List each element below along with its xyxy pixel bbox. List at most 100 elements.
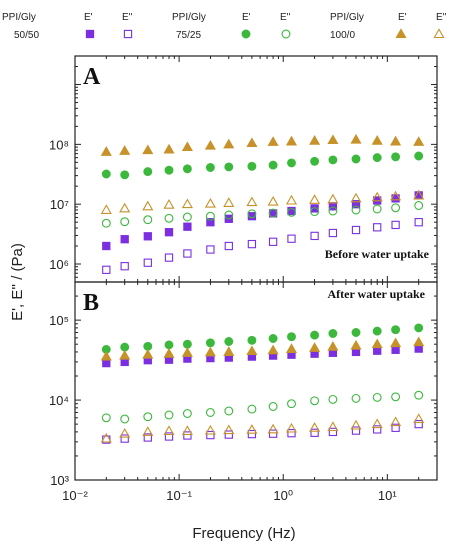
data-point xyxy=(204,139,216,150)
legend-col-eprime: E' xyxy=(242,12,251,23)
data-point xyxy=(371,134,383,145)
data-point xyxy=(164,410,174,420)
data-point xyxy=(143,433,152,442)
data-point xyxy=(268,208,278,218)
panel-a: 10⁶ 10⁷ 10⁸ A Before water uptake xyxy=(49,55,438,283)
data-point xyxy=(163,425,175,436)
data-point xyxy=(285,343,298,354)
data-point xyxy=(120,170,130,180)
data-point xyxy=(310,396,320,406)
series-75-25-edoubleprime xyxy=(101,390,424,424)
data-point xyxy=(327,134,339,145)
data-point xyxy=(205,211,215,221)
legend-marker-open-triangle xyxy=(433,28,445,39)
panel-letter: A xyxy=(83,64,101,90)
data-point xyxy=(164,213,174,223)
series-100-0-edoubleprime xyxy=(100,189,425,214)
data-point xyxy=(287,429,296,438)
data-point xyxy=(142,426,154,436)
data-point xyxy=(163,143,175,154)
x-axis-label: Frequency (Hz) xyxy=(192,525,295,542)
data-point xyxy=(142,144,154,155)
data-point xyxy=(247,429,257,439)
data-point xyxy=(246,196,258,207)
data-point xyxy=(310,428,319,437)
data-point xyxy=(371,191,383,202)
series-100-0-eprime xyxy=(100,336,425,361)
legend-col-edoubleprime: E'' xyxy=(280,12,291,23)
data-point xyxy=(287,207,296,217)
series-50-50-edoubleprime xyxy=(102,218,423,274)
data-point xyxy=(391,152,401,162)
data-point xyxy=(328,202,338,211)
data-point xyxy=(287,332,296,342)
legend-header: PPI/Gly xyxy=(172,12,206,23)
data-point xyxy=(310,231,319,241)
legend-label: 100/0 xyxy=(330,30,355,41)
data-point xyxy=(371,418,383,429)
data-point xyxy=(268,237,278,246)
data-point xyxy=(372,326,382,336)
data-point xyxy=(224,337,234,346)
data-point xyxy=(183,249,192,258)
legend-group-75-25: PPI/Gly E' E'' 75/25 xyxy=(172,12,291,41)
data-point xyxy=(328,155,338,165)
data-point xyxy=(351,154,361,164)
data-point xyxy=(246,345,258,356)
data-point xyxy=(310,204,319,213)
data-point xyxy=(101,413,111,423)
data-point xyxy=(350,419,362,430)
data-point xyxy=(413,336,425,347)
data-point xyxy=(143,167,153,177)
series-50-50-eprime xyxy=(102,344,423,368)
data-point xyxy=(143,215,153,225)
data-point xyxy=(101,218,111,228)
data-point xyxy=(181,347,193,357)
data-point xyxy=(267,136,279,146)
data-point xyxy=(328,329,338,338)
data-point xyxy=(285,422,298,433)
data-point xyxy=(204,197,216,208)
data-point xyxy=(268,402,278,411)
data-point xyxy=(390,135,402,146)
legend-marker xyxy=(281,29,291,39)
data-point xyxy=(102,358,111,368)
data-point xyxy=(143,258,152,267)
data-point xyxy=(391,325,401,335)
legend-marker xyxy=(395,28,407,39)
data-point xyxy=(287,234,296,243)
data-point xyxy=(285,135,298,146)
data-point xyxy=(182,339,192,349)
data-point xyxy=(205,338,215,348)
data-point xyxy=(224,210,234,220)
legend-marker-open-square xyxy=(123,29,133,39)
data-point xyxy=(102,241,111,251)
legend-col-edoubleprime: E'' xyxy=(436,12,447,23)
data-point xyxy=(181,425,193,436)
data-point xyxy=(163,198,175,209)
data-point xyxy=(287,158,296,168)
legend-col-eprime: E' xyxy=(84,12,93,23)
legend-marker-filled-circle xyxy=(241,29,251,39)
data-point xyxy=(206,430,215,440)
legend-group-100-0: PPI/Gly E' E'' 100/0 xyxy=(330,12,447,41)
data-point xyxy=(351,225,361,235)
data-point xyxy=(391,203,401,213)
data-point xyxy=(350,192,362,203)
y-tick-label: 10⁸ xyxy=(49,137,69,152)
data-point xyxy=(120,262,129,271)
data-point xyxy=(143,232,152,241)
panel-annotation: After water uptake xyxy=(327,287,425,301)
y-axis-label: E', E'' / (Pa) xyxy=(9,243,26,321)
data-point xyxy=(371,338,383,349)
series-75-25-eprime xyxy=(101,151,424,180)
data-point xyxy=(247,335,257,345)
data-point xyxy=(267,423,279,434)
data-point xyxy=(351,200,361,209)
legend-group-50-50: PPI/Gly E' E'' 50/50 xyxy=(2,12,133,41)
data-point xyxy=(224,406,234,416)
legend-marker-open-circle xyxy=(281,29,291,39)
series-100-0-eprime xyxy=(100,133,425,156)
data-point xyxy=(164,253,174,262)
